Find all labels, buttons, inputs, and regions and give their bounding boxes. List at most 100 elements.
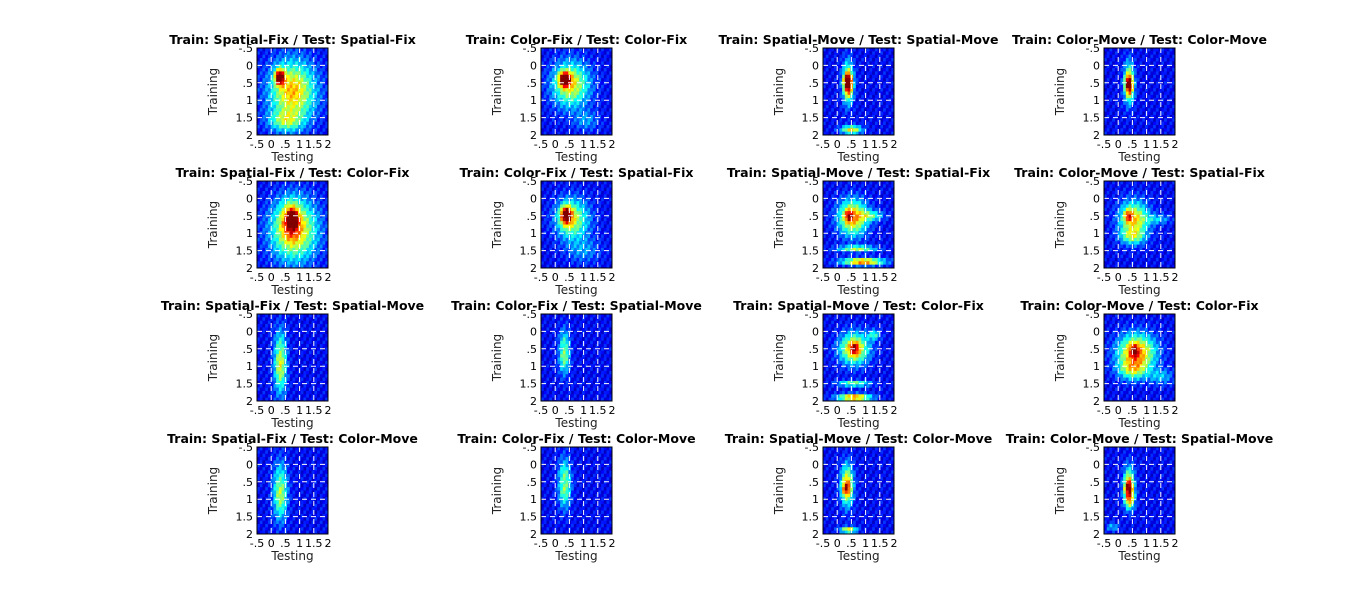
heatmap-cell bbox=[551, 48, 556, 52]
heatmap-cell bbox=[584, 114, 588, 119]
heatmap-cell bbox=[823, 254, 827, 259]
heatmap-cell bbox=[543, 217, 547, 222]
heatmap-cell bbox=[1169, 94, 1173, 99]
heatmap-cell bbox=[322, 114, 326, 119]
heatmap-cell bbox=[880, 207, 884, 212]
heatmap-cell bbox=[1104, 64, 1108, 69]
heatmap-cell bbox=[601, 254, 605, 259]
heatmap-cell bbox=[1114, 61, 1119, 66]
heatmap-cell bbox=[595, 58, 599, 62]
heatmap-cell bbox=[1139, 74, 1143, 79]
heatmap-cell bbox=[584, 227, 588, 232]
heatmap-panel: Train: Color-Move / Test: Color-Move-.5-… bbox=[1012, 32, 1267, 164]
heatmap-cell bbox=[836, 68, 840, 72]
heatmap-cell bbox=[270, 54, 274, 59]
heatmap-cell bbox=[1139, 51, 1143, 56]
heatmap-cell bbox=[598, 114, 602, 119]
heatmap-cell bbox=[858, 88, 862, 92]
heatmap-cell bbox=[858, 58, 862, 62]
heatmap-cell bbox=[557, 121, 561, 126]
heatmap-cell bbox=[562, 94, 566, 99]
heatmap-cell bbox=[1117, 98, 1121, 102]
heatmap-cell bbox=[267, 64, 272, 69]
heatmap-cell bbox=[303, 201, 307, 205]
heatmap-cell bbox=[891, 121, 894, 126]
heatmap-cell bbox=[549, 197, 553, 202]
heatmap-cell bbox=[1166, 181, 1170, 185]
heatmap-cell bbox=[883, 128, 887, 133]
heatmap-cell bbox=[554, 234, 558, 239]
heatmap-cell bbox=[836, 194, 840, 199]
heatmap-cell bbox=[823, 131, 827, 135]
heatmap-cell bbox=[587, 108, 591, 112]
heatmap-cell bbox=[322, 68, 326, 72]
heatmap-cell bbox=[842, 74, 846, 79]
x-tick-label: 1.5 bbox=[305, 271, 323, 284]
heatmap-cell bbox=[276, 197, 280, 202]
heatmap-cell bbox=[551, 254, 556, 259]
heatmap-cell bbox=[1104, 58, 1108, 62]
heatmap-cell bbox=[847, 71, 851, 76]
heatmap-cell bbox=[853, 118, 857, 123]
heatmap-cell bbox=[877, 128, 881, 133]
heatmap-cell bbox=[861, 64, 865, 69]
heatmap-cell bbox=[891, 227, 894, 232]
heatmap-cell bbox=[306, 251, 310, 256]
heatmap-cell bbox=[847, 204, 851, 209]
heatmap-cell bbox=[836, 184, 840, 189]
heatmap-cell bbox=[300, 181, 304, 185]
heatmap-cell bbox=[270, 61, 274, 66]
heatmap-cell bbox=[573, 131, 577, 135]
heatmap-cell bbox=[828, 111, 832, 116]
heatmap-cell bbox=[863, 194, 868, 199]
heatmap-cell bbox=[562, 257, 566, 262]
heatmap-cell bbox=[836, 61, 840, 66]
heatmap-cell bbox=[606, 194, 610, 199]
heatmap-cell bbox=[560, 181, 564, 185]
heatmap-cell bbox=[595, 204, 599, 209]
heatmap-cell bbox=[257, 224, 261, 229]
heatmap-cell bbox=[295, 54, 299, 59]
heatmap-cell bbox=[877, 197, 881, 202]
heatmap-cell bbox=[1158, 58, 1162, 62]
heatmap-cell bbox=[576, 234, 580, 239]
heatmap-cell bbox=[549, 261, 553, 266]
x-tick-label: 1.5 bbox=[589, 271, 607, 284]
heatmap-cell bbox=[573, 111, 577, 116]
heatmap-cell bbox=[311, 128, 315, 133]
heatmap-cell bbox=[833, 104, 838, 109]
heatmap-cell bbox=[541, 91, 545, 96]
heatmap-cell bbox=[1166, 61, 1170, 66]
heatmap-cell bbox=[855, 247, 859, 252]
heatmap-cell bbox=[823, 251, 827, 256]
heatmap-cell bbox=[571, 214, 575, 219]
heatmap-cell bbox=[549, 81, 553, 86]
heatmap-cell bbox=[598, 191, 602, 195]
heatmap-cell bbox=[872, 241, 876, 245]
heatmap-cell bbox=[562, 48, 566, 52]
heatmap-cell bbox=[592, 264, 597, 268]
heatmap-cell bbox=[1109, 191, 1113, 195]
y-tick-label: 2 bbox=[812, 262, 819, 275]
heatmap-cell bbox=[289, 254, 293, 259]
heatmap-cell bbox=[319, 78, 323, 82]
heatmap-cell bbox=[872, 227, 876, 232]
heatmap-cell bbox=[289, 121, 293, 126]
heatmap-cell bbox=[891, 241, 894, 245]
heatmap-cell bbox=[855, 264, 859, 268]
heatmap-cell bbox=[306, 187, 310, 192]
heatmap-cell bbox=[592, 54, 597, 59]
heatmap-cell bbox=[308, 201, 313, 205]
heatmap-cell bbox=[562, 98, 566, 102]
heatmap-cell bbox=[267, 214, 272, 219]
heatmap-cell bbox=[853, 88, 857, 92]
heatmap-cell bbox=[1106, 48, 1110, 52]
heatmap-cell bbox=[1109, 54, 1113, 59]
heatmap-cell bbox=[546, 61, 550, 66]
heatmap-cell bbox=[587, 91, 591, 96]
heatmap-cell bbox=[828, 74, 832, 79]
heatmap-cell bbox=[858, 204, 862, 209]
heatmap-cell bbox=[319, 251, 323, 256]
heatmap-cell bbox=[847, 94, 851, 99]
heatmap-cell bbox=[295, 257, 299, 262]
